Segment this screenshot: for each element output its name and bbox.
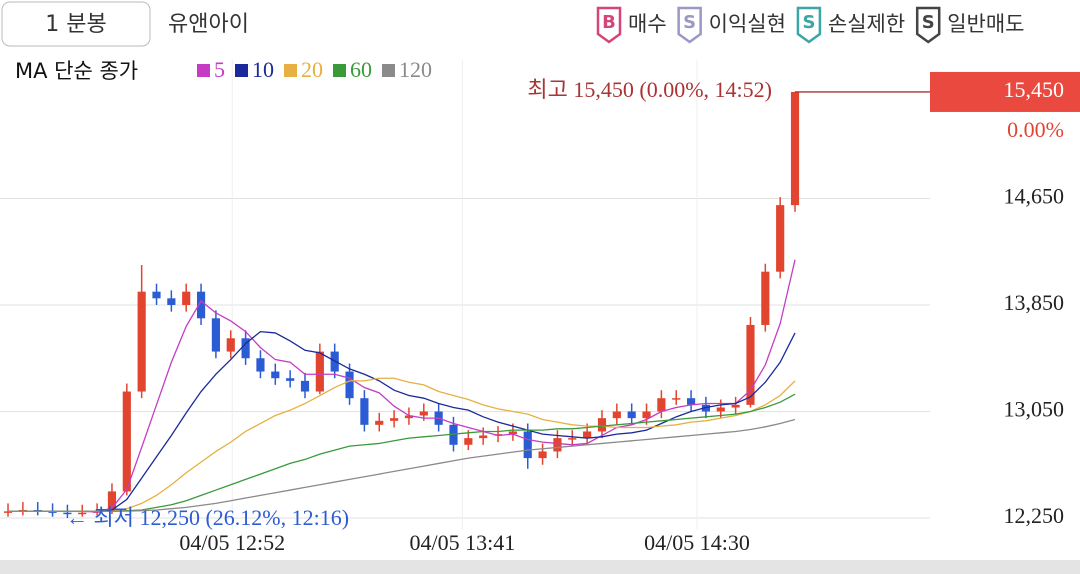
candle-body	[686, 398, 696, 405]
candle-body	[672, 398, 681, 400]
ma-line	[8, 330, 796, 513]
high-annotation: 최고 15,450 (0.00%, 14:52)	[527, 77, 772, 102]
signal-label: 손실제한	[828, 12, 905, 36]
legend-label: 10	[252, 57, 274, 82]
candle-body	[63, 512, 72, 515]
low-annotation: ← 최저 12,250 (26.12%, 12:16)	[66, 505, 349, 530]
candle-body	[390, 418, 399, 421]
candle-body	[3, 511, 13, 513]
ma-line	[8, 259, 796, 513]
legend-swatch	[197, 64, 210, 77]
legend-swatch	[382, 64, 395, 77]
candle-body	[553, 438, 562, 452]
candle-body	[48, 511, 57, 513]
candle-body	[404, 415, 414, 419]
candle-body	[746, 324, 755, 405]
candle-body	[790, 91, 800, 206]
candle-body	[107, 491, 117, 512]
candle-body	[761, 271, 770, 325]
candle-body	[167, 298, 176, 305]
legend-swatch	[235, 64, 248, 77]
candle-body	[196, 291, 206, 319]
period-label[interactable]: 1 분봉	[45, 12, 106, 37]
y-tick-label: 13,850	[1004, 290, 1065, 315]
legend-swatch	[333, 64, 346, 77]
candle-body	[211, 318, 220, 352]
ma-line	[8, 377, 796, 513]
candle-body	[375, 420, 384, 425]
ma-line	[8, 418, 796, 513]
candle-body	[508, 431, 517, 435]
legend-label: 20	[301, 57, 323, 82]
candle-body	[464, 438, 473, 445]
candle-body	[286, 378, 295, 381]
legend-label: 5	[214, 57, 225, 82]
candle-body	[776, 205, 785, 272]
candle-body	[256, 358, 265, 372]
candle-body	[612, 411, 621, 419]
candle-body	[538, 451, 547, 459]
scrollbar[interactable]	[0, 560, 1080, 574]
candle-body	[300, 380, 310, 392]
signal-badge-letter: B	[602, 12, 616, 33]
signal-badge	[677, 6, 702, 44]
candle-body	[449, 424, 458, 445]
candle-body	[152, 291, 161, 299]
signal-label: 이익실현	[709, 12, 786, 36]
candle-body	[271, 371, 280, 379]
candle-body	[345, 371, 354, 399]
candle-body	[479, 435, 488, 439]
candle-body	[182, 291, 191, 305]
candle-body	[315, 351, 324, 392]
current-change: 0.00%	[1007, 117, 1064, 142]
period-button[interactable]	[1, 1, 151, 47]
current-price-box	[930, 71, 1080, 112]
signal-badge-letter: S	[922, 12, 935, 33]
candle-body	[627, 411, 636, 419]
y-tick-label: 14,650	[1004, 184, 1065, 209]
symbol-name: 유앤아이	[168, 12, 249, 37]
candle-body	[241, 338, 250, 359]
signal-label: 일반매도	[947, 12, 1024, 36]
signal-badge-letter: S	[683, 12, 696, 33]
candle-body	[137, 291, 146, 392]
candle-body	[360, 398, 369, 425]
legend-swatch	[284, 64, 297, 77]
candle-body	[523, 431, 532, 459]
signal-badge-letter: S	[802, 12, 815, 33]
legend-label: 60	[350, 57, 372, 82]
candle-body	[419, 411, 428, 416]
x-tick-label: 04/05 12:52	[179, 530, 285, 555]
x-tick-label: 04/05 14:30	[644, 530, 750, 555]
ma-label: MA 단순 종가	[15, 59, 138, 83]
signal-badge	[915, 6, 941, 44]
candle-body	[731, 404, 740, 408]
candle-body	[597, 418, 607, 432]
signal-label: 매수	[628, 12, 667, 36]
signal-badge	[796, 6, 822, 44]
signal-badge	[596, 6, 622, 44]
candle-body	[122, 391, 131, 492]
candle-body	[568, 438, 577, 440]
y-tick-label: 13,050	[1004, 397, 1065, 422]
current-price-label: 15,450	[1004, 77, 1065, 102]
candle-body	[657, 398, 666, 412]
candle-body	[716, 407, 725, 412]
x-tick-label: 04/05 13:41	[410, 530, 516, 555]
y-tick-label: 12,250	[1004, 503, 1065, 528]
candle-body	[226, 338, 235, 352]
candle-body	[583, 431, 592, 439]
candle-body	[642, 411, 651, 419]
legend-label: 120	[399, 57, 432, 82]
candle-body	[78, 512, 87, 515]
